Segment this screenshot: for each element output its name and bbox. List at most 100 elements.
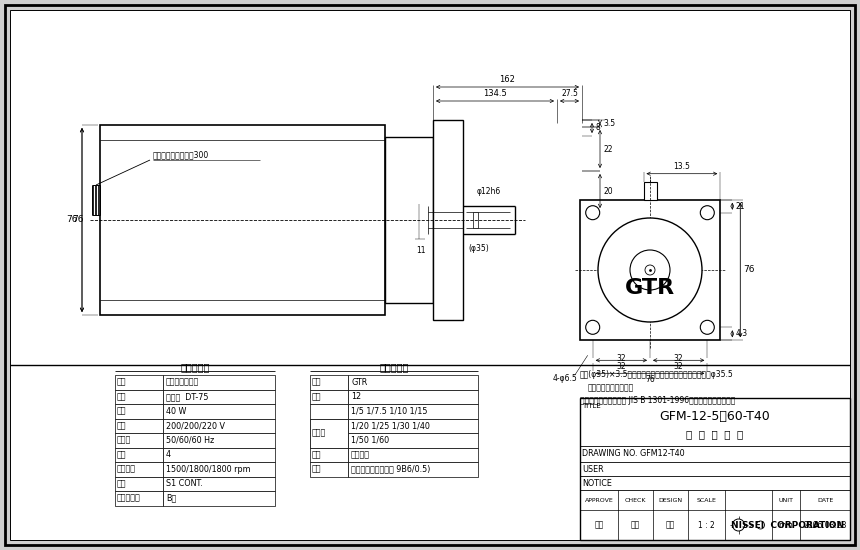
Bar — [115, 404, 163, 419]
Text: 22: 22 — [603, 145, 612, 153]
Bar — [163, 419, 275, 433]
Bar — [310, 389, 348, 404]
Text: 耐熱クラス: 耐熱クラス — [117, 494, 141, 503]
Text: 76: 76 — [72, 216, 83, 224]
Text: 134.5: 134.5 — [483, 89, 507, 98]
Text: モータ仕様: モータ仕様 — [181, 362, 210, 372]
Circle shape — [630, 250, 670, 290]
Text: 50/60/60 Hz: 50/60/60 Hz — [166, 436, 214, 445]
Bar — [310, 404, 348, 419]
Bar — [580, 200, 721, 340]
Text: 27.5: 27.5 — [561, 89, 578, 98]
Text: 32: 32 — [617, 362, 626, 371]
Bar — [310, 419, 348, 448]
Text: 76: 76 — [743, 266, 755, 274]
Text: 40 W: 40 W — [166, 407, 187, 416]
Text: 162: 162 — [500, 75, 515, 84]
Text: CHECK: CHECK — [624, 498, 646, 503]
Text: (φ35): (φ35) — [468, 244, 488, 253]
Circle shape — [700, 206, 715, 219]
Text: 減速機仕様: 減速機仕様 — [379, 362, 408, 372]
Bar — [115, 491, 163, 505]
Bar — [115, 433, 163, 448]
Text: 2006.03.28: 2006.03.28 — [803, 520, 847, 530]
Text: 回転速度: 回転速度 — [117, 465, 136, 474]
Bar — [643, 182, 656, 200]
Text: 永坂: 永坂 — [631, 520, 640, 530]
Text: 名称: 名称 — [117, 378, 126, 387]
Text: 定格: 定格 — [117, 479, 126, 488]
Text: 形式: 形式 — [117, 392, 126, 402]
Text: GTR: GTR — [625, 278, 675, 298]
Text: 全閉形  DT-75: 全閉形 DT-75 — [166, 392, 208, 402]
Bar — [310, 448, 348, 462]
Circle shape — [598, 218, 702, 322]
Text: mm: mm — [778, 520, 794, 530]
Text: 12: 12 — [351, 392, 361, 402]
Text: 1/20 1/25 1/30 1/40: 1/20 1/25 1/30 1/40 — [351, 421, 430, 430]
Text: 森松: 森松 — [666, 520, 675, 530]
Text: 200/200/220 V: 200/200/220 V — [166, 421, 225, 430]
Text: グリース: グリース — [351, 450, 370, 459]
Bar — [115, 419, 163, 433]
Text: 32: 32 — [617, 354, 626, 364]
Text: GTR: GTR — [351, 378, 367, 387]
Text: 塗色: 塗色 — [312, 465, 322, 474]
Text: 3.5: 3.5 — [603, 119, 615, 128]
Text: 4: 4 — [166, 450, 171, 459]
Bar — [115, 476, 163, 491]
Text: 13.5: 13.5 — [673, 162, 691, 170]
Text: 周波数: 周波数 — [117, 436, 132, 445]
Bar — [163, 389, 275, 404]
Text: 1 : 2: 1 : 2 — [698, 520, 715, 530]
Text: S1 CONT.: S1 CONT. — [166, 479, 203, 488]
Text: 三相誘導電動機: 三相誘導電動機 — [166, 378, 200, 387]
Text: 4.3: 4.3 — [735, 329, 747, 338]
Bar — [115, 375, 163, 389]
Bar — [385, 137, 433, 303]
Bar — [115, 389, 163, 404]
Text: DATE: DATE — [817, 498, 833, 503]
Text: φ12h6: φ12h6 — [477, 187, 501, 196]
Bar — [433, 120, 463, 320]
Bar — [115, 448, 163, 462]
Bar — [163, 433, 275, 448]
Text: 海野: 海野 — [594, 520, 604, 530]
Text: 外  形  尺  法  図: 外 形 尺 法 図 — [686, 429, 744, 439]
Text: 電圧: 電圧 — [117, 421, 126, 430]
Text: 4-φ6.5: 4-φ6.5 — [552, 374, 577, 383]
Bar — [348, 462, 478, 476]
Text: グレー（マンセル値 9B6/0.5): グレー（マンセル値 9B6/0.5) — [351, 465, 430, 474]
Text: 8: 8 — [595, 124, 599, 133]
Text: 76: 76 — [645, 375, 654, 384]
Bar — [163, 462, 275, 476]
Bar — [348, 433, 478, 448]
Bar — [163, 375, 275, 389]
Text: 11: 11 — [416, 246, 426, 255]
Circle shape — [757, 521, 765, 529]
Text: 極数: 極数 — [117, 450, 126, 459]
Text: 1/50 1/60: 1/50 1/60 — [351, 436, 389, 445]
Text: SCALE: SCALE — [697, 498, 716, 503]
Text: 1500/1800/1800 rpm: 1500/1800/1800 rpm — [166, 465, 250, 474]
Text: 20: 20 — [603, 186, 612, 195]
Bar — [348, 375, 478, 389]
Circle shape — [586, 320, 599, 334]
Bar — [348, 404, 478, 419]
Text: 注。(φ35)×3.5部は黒皮になっていますので．組手穴はφ35.5: 注。(φ35)×3.5部は黒皮になっていますので．組手穴はφ35.5 — [580, 370, 734, 379]
Circle shape — [586, 206, 599, 219]
Text: 名称: 名称 — [312, 378, 322, 387]
Bar — [348, 389, 478, 404]
Text: モータリード線長さ300: モータリード線長さ300 — [153, 150, 209, 159]
Text: DRAWING NO. GFM12-T40: DRAWING NO. GFM12-T40 — [582, 449, 685, 459]
Bar — [473, 212, 478, 228]
Text: B種: B種 — [166, 494, 176, 503]
Text: APPROVE: APPROVE — [585, 498, 613, 503]
Text: DESIGN: DESIGN — [659, 498, 683, 503]
Text: 注。出力軸キー尺法は JIS B 1301-1996平行キーに依ります。: 注。出力軸キー尺法は JIS B 1301-1996平行キーに依ります。 — [580, 396, 735, 405]
Text: 76: 76 — [66, 216, 78, 224]
Bar — [163, 476, 275, 491]
Bar — [310, 375, 348, 389]
Bar — [580, 398, 850, 540]
Text: 21: 21 — [735, 202, 745, 211]
